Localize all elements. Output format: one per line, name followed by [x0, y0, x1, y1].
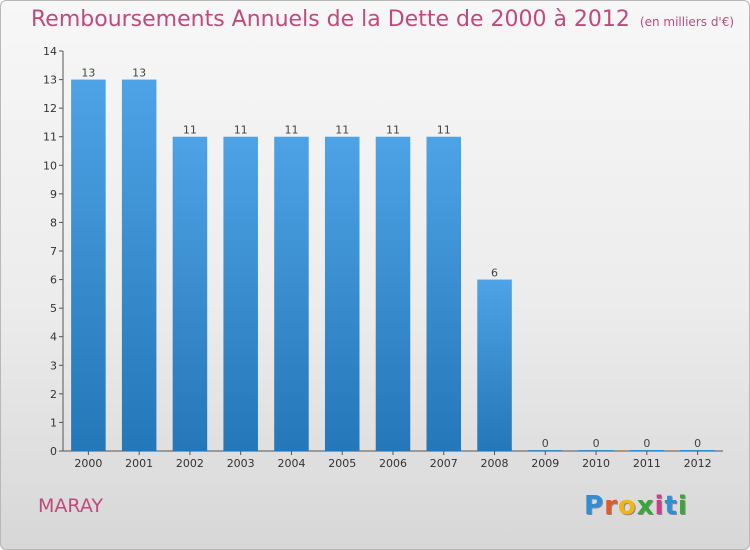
- y-tick-label: 4: [50, 331, 57, 344]
- bar-value-label: 13: [81, 67, 95, 80]
- logo-letter: i: [677, 491, 688, 521]
- bar-value-label: 0: [694, 437, 701, 450]
- logo-letter: t: [664, 491, 678, 521]
- chart-title-text: Remboursements Annuels de la Dette de 20…: [31, 7, 630, 32]
- y-tick-label: 14: [43, 45, 57, 58]
- x-tick-label: 2004: [277, 457, 305, 470]
- bars: [71, 79, 715, 452]
- chart-subtitle: (en milliers d'€): [639, 15, 735, 29]
- x-tick-label: 2007: [430, 457, 458, 470]
- y-tick-label: 8: [50, 216, 57, 229]
- bar-value-label: 11: [284, 124, 298, 137]
- bar-value-label: 13: [132, 67, 146, 80]
- x-tick-label: 2011: [633, 457, 661, 470]
- y-tick-label: 7: [50, 245, 57, 258]
- bar: [274, 136, 309, 451]
- chart-title: Remboursements Annuels de la Dette de 20…: [31, 7, 734, 32]
- proxiti-logo: Proxiti: [584, 491, 688, 521]
- y-tick-label: 5: [50, 302, 57, 315]
- x-tick-label: 2009: [531, 457, 559, 470]
- x-tick-label: 2003: [227, 457, 255, 470]
- x-tick-label: 2006: [379, 457, 407, 470]
- bar-value-label: 11: [335, 124, 349, 137]
- bar-value-label: 6: [491, 267, 498, 280]
- bar: [528, 450, 563, 451]
- bar: [121, 79, 157, 452]
- y-tick-label: 1: [50, 416, 57, 429]
- bar: [629, 450, 665, 451]
- bar: [680, 450, 715, 451]
- y-tick-label: 0: [50, 445, 57, 458]
- bar-value-label: 11: [183, 124, 197, 137]
- bar: [172, 136, 208, 451]
- y-tick-label: 12: [43, 102, 57, 115]
- logo-letter: i: [654, 491, 665, 521]
- bar-value-label: 11: [234, 124, 248, 137]
- y-tick-label: 11: [43, 131, 57, 144]
- bar-value-label: 0: [593, 437, 600, 450]
- bar-value-label: 11: [386, 124, 400, 137]
- bar-value-label: 0: [542, 437, 549, 450]
- y-tick-label: 9: [50, 188, 57, 201]
- x-tick-label: 2000: [74, 457, 102, 470]
- x-tick-label: 2010: [582, 457, 610, 470]
- y-tick-label: 10: [43, 159, 57, 172]
- x-tick-label: 2005: [328, 457, 356, 470]
- logo-letter: x: [636, 491, 655, 521]
- y-tick-label: 13: [43, 74, 57, 87]
- bar: [324, 136, 360, 451]
- logo-letter: P: [584, 491, 605, 521]
- x-tick-label: 2012: [684, 457, 712, 470]
- x-tick-label: 2001: [125, 457, 153, 470]
- logo-letter: r: [604, 491, 618, 521]
- x-tick-label: 2002: [176, 457, 204, 470]
- x-tick-label: 2008: [481, 457, 509, 470]
- bar: [223, 136, 258, 451]
- bar-value-label: 0: [643, 437, 650, 450]
- bar: [71, 79, 106, 452]
- bar: [578, 450, 614, 451]
- y-tick-label: 3: [50, 359, 57, 372]
- bar: [477, 279, 512, 451]
- bar: [375, 136, 411, 451]
- bar: [426, 136, 462, 451]
- y-tick-label: 6: [50, 274, 57, 287]
- y-tick-label: 2: [50, 388, 57, 401]
- commune-name: MARAY: [38, 495, 103, 517]
- labels: 2000 13 2001 13 2002 11 2003 11 2004 11 2005 11 2006…: [74, 67, 711, 470]
- logo-letter: o: [617, 491, 637, 521]
- bar-value-label: 11: [437, 124, 451, 137]
